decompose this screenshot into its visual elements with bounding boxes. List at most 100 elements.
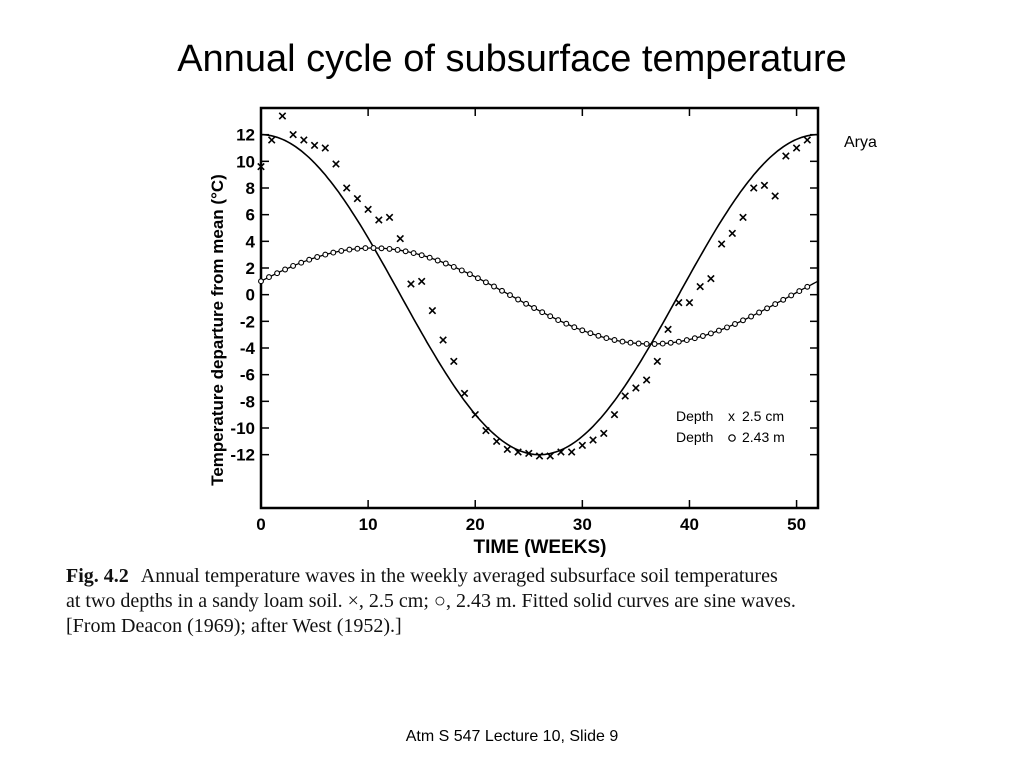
- figure-caption: Fig. 4.2 Annual temperature waves in the …: [66, 564, 976, 639]
- data-point-o: [667, 339, 674, 346]
- data-point-o: [732, 321, 738, 327]
- data-point-x: [728, 229, 737, 238]
- data-point-x: [653, 357, 662, 366]
- data-point-o: [563, 320, 570, 327]
- data-point-x: [739, 213, 747, 222]
- data-point-o: [394, 246, 401, 253]
- legend-entry-2-marker: [728, 434, 736, 442]
- data-point-o: [499, 287, 505, 294]
- data-point-x: [535, 452, 544, 460]
- data-point-o: [764, 305, 771, 312]
- data-point-o: [675, 338, 682, 345]
- data-point-o: [756, 309, 763, 316]
- data-point-o: [523, 300, 530, 307]
- y-tick-label: -2: [240, 312, 255, 331]
- plot-frame: [259, 106, 820, 510]
- data-point-o: [507, 292, 513, 299]
- caption-line-2: at two depths in a sandy loam soil. ×, 2…: [66, 590, 796, 612]
- data-point-x: [353, 194, 362, 203]
- data-point-o: [426, 254, 433, 261]
- data-point-x: [717, 240, 726, 248]
- data-point-x: [567, 448, 576, 456]
- data-point-o: [466, 271, 473, 278]
- data-point-x: [621, 392, 629, 400]
- data-point-o: [491, 283, 497, 290]
- data-point-o: [595, 332, 602, 339]
- data-point-x: [546, 452, 554, 460]
- data-point-x: [300, 136, 308, 144]
- data-point-o: [683, 337, 690, 344]
- data-point-o: [603, 335, 610, 342]
- data-point-o: [354, 245, 361, 252]
- data-point-x: [460, 389, 469, 398]
- data-point-o: [314, 254, 321, 260]
- data-point-x: [792, 144, 801, 152]
- data-point-o: [571, 324, 578, 331]
- x-tick-label: 30: [573, 515, 592, 534]
- data-point-o: [651, 341, 658, 347]
- data-point-o: [547, 313, 554, 320]
- figure-label: Fig. 4.2: [66, 565, 129, 587]
- data-point-o: [330, 249, 337, 256]
- data-point-x: [289, 130, 297, 139]
- data-point-o: [482, 279, 489, 286]
- data-point-x: [310, 141, 319, 150]
- data-point-x: [803, 136, 812, 144]
- data-point-x: [407, 280, 415, 288]
- y-tick-label: -6: [240, 366, 255, 385]
- data-point-o: [659, 340, 666, 347]
- data-point-x: [600, 429, 608, 438]
- data-point-o: [772, 301, 779, 308]
- legend-entry-1-marker: x: [728, 408, 735, 424]
- data-point-o: [362, 245, 369, 252]
- data-point-o: [587, 330, 594, 337]
- data-point-o: [378, 245, 385, 252]
- data-point-o: [611, 337, 618, 343]
- data-point-o: [635, 340, 642, 347]
- data-point-x: [589, 436, 597, 444]
- data-point-o: [643, 340, 650, 347]
- y-tick-label: 4: [246, 232, 256, 251]
- data-point-x: [342, 184, 351, 192]
- data-point-o: [274, 270, 281, 277]
- caption-line-3: [From Deacon (1969); after West (1952).]: [66, 615, 402, 637]
- data-point-x: [257, 162, 265, 171]
- data-point-x: [760, 181, 769, 190]
- data-point-o: [290, 262, 297, 269]
- data-point-o: [804, 283, 811, 290]
- data-points-2-5cm: [257, 112, 812, 460]
- data-point-x: [642, 376, 651, 384]
- data-point-o: [338, 247, 345, 254]
- x-tick-label: 50: [787, 515, 806, 534]
- data-point-x: [664, 325, 672, 334]
- data-point-o: [724, 324, 730, 331]
- data-point-x: [771, 192, 779, 200]
- y-tick-label: -4: [240, 339, 256, 358]
- data-point-x: [375, 216, 383, 224]
- data-point-o: [531, 305, 538, 311]
- data-point-o: [515, 296, 522, 303]
- data-point-o: [707, 330, 714, 337]
- data-point-x: [396, 234, 405, 243]
- data-point-o: [434, 257, 441, 264]
- y-tick-label: -10: [230, 419, 255, 438]
- data-point-o: [450, 263, 457, 270]
- data-point-o: [410, 250, 417, 257]
- y-tick-label: -12: [230, 446, 255, 465]
- y-tick-label: 0: [246, 286, 255, 305]
- data-point-x: [417, 277, 426, 286]
- x-axis: 0 10 20 30 40 50: [256, 108, 806, 534]
- data-point-o: [402, 248, 409, 255]
- data-point-x: [503, 445, 512, 454]
- data-point-x: [428, 306, 437, 315]
- data-point-o: [619, 338, 626, 345]
- data-point-x: [332, 160, 340, 168]
- y-tick-label: 6: [246, 206, 255, 225]
- y-tick-label: 12: [236, 126, 255, 145]
- y-tick-label: 8: [246, 179, 255, 198]
- data-point-o: [691, 335, 698, 342]
- x-tick-label: 40: [680, 515, 699, 534]
- legend-entry-1-label: 2.5 cm: [742, 408, 784, 424]
- data-point-x: [321, 144, 330, 152]
- x-tick-label: 10: [359, 515, 378, 534]
